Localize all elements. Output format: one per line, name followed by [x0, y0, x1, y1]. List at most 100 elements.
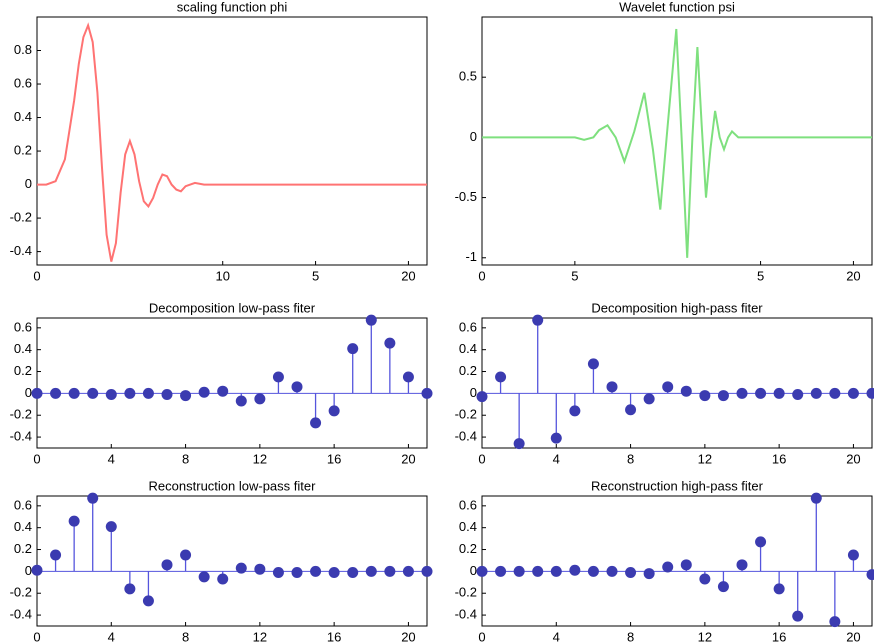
x-tick-label: 16: [327, 451, 341, 466]
y-tick-label: 0.6: [459, 319, 477, 334]
stem-marker: [347, 566, 359, 578]
y-tick-label: 0.4: [14, 341, 32, 356]
stem-marker: [662, 381, 674, 393]
stem-marker: [606, 381, 618, 393]
stem-marker: [476, 391, 488, 403]
stem-marker: [755, 387, 767, 399]
y-tick-label: 0: [25, 176, 32, 191]
stem-marker: [532, 314, 544, 326]
curve: [37, 22, 427, 262]
y-tick-label: 0.6: [459, 497, 477, 512]
chart-title: Reconstruction low-pass fiter: [149, 478, 317, 493]
x-tick-label: 5: [757, 268, 764, 283]
stem-marker: [717, 390, 729, 402]
x-tick-label: 8: [182, 629, 189, 643]
x-tick-label: 0: [478, 268, 485, 283]
x-tick-label: 16: [772, 451, 786, 466]
stem-marker: [272, 566, 284, 578]
stem-marker: [291, 566, 303, 578]
stem-marker: [50, 387, 62, 399]
chart-title: scaling function phi: [177, 0, 288, 14]
stem-marker: [495, 371, 507, 383]
x-tick-label: 4: [553, 629, 560, 643]
stem-marker: [773, 583, 785, 595]
stem-marker: [513, 438, 525, 450]
stem-marker: [142, 387, 154, 399]
stem-marker: [569, 564, 581, 576]
x-tick-label: 12: [253, 451, 267, 466]
y-tick-label: -0.4: [10, 243, 32, 258]
stem-marker: [792, 388, 804, 400]
y-tick-label: -0.4: [455, 429, 477, 444]
y-tick-label: 0.2: [459, 363, 477, 378]
x-tick-label: 20: [401, 629, 415, 643]
x-tick-label: 0: [33, 268, 40, 283]
x-tick-label: 16: [772, 629, 786, 643]
stem-marker: [180, 549, 192, 561]
x-tick-label: 12: [253, 629, 267, 643]
plot-area: [481, 495, 873, 627]
stem-marker: [235, 562, 247, 574]
stem-marker: [421, 565, 433, 577]
y-tick-label: 0.4: [459, 341, 477, 356]
x-tick-label: 8: [627, 451, 634, 466]
y-tick-label: 0: [25, 385, 32, 400]
y-tick-label: -0.2: [10, 585, 32, 600]
stem-marker: [699, 573, 711, 585]
stem-marker: [532, 565, 544, 577]
y-tick-label: 0.6: [14, 497, 32, 512]
stem-marker: [847, 549, 859, 561]
y-tick-label: -0.2: [455, 585, 477, 600]
y-tick-label: 0.4: [459, 519, 477, 534]
stem-marker: [513, 565, 525, 577]
y-tick-label: 0.2: [14, 142, 32, 157]
stem-marker: [87, 492, 99, 504]
stem-marker: [625, 566, 637, 578]
stem-marker: [810, 387, 822, 399]
y-tick-label: -0.2: [455, 407, 477, 422]
y-tick-label: 0.6: [14, 319, 32, 334]
x-tick-label: 20: [846, 268, 860, 283]
stem-marker: [792, 610, 804, 622]
y-tick-label: -0.4: [10, 429, 32, 444]
y-tick-label: 0: [25, 563, 32, 578]
stem-marker: [384, 565, 396, 577]
x-tick-label: 12: [698, 629, 712, 643]
stem-marker: [680, 385, 692, 397]
y-tick-label: 0: [470, 129, 477, 144]
stem-marker: [217, 385, 229, 397]
y-tick-label: 0.2: [14, 541, 32, 556]
stem-marker: [31, 564, 43, 576]
x-tick-label: 4: [553, 451, 560, 466]
chart-title: Wavelet function psi: [619, 0, 735, 14]
stem-marker: [272, 371, 284, 383]
x-tick-label: 16: [327, 629, 341, 643]
x-tick-label: 0: [478, 629, 485, 643]
stem-marker: [198, 386, 210, 398]
stem-marker: [847, 387, 859, 399]
y-tick-label: -1: [465, 249, 477, 264]
stem-marker: [587, 565, 599, 577]
x-tick-label: 8: [627, 629, 634, 643]
stem-marker: [680, 559, 692, 571]
stem-marker: [254, 563, 266, 575]
stem-marker: [643, 393, 655, 405]
stem-marker: [161, 559, 173, 571]
stem-marker: [625, 404, 637, 416]
x-tick-label: 20: [846, 629, 860, 643]
stem-marker: [550, 432, 562, 444]
stem-marker: [31, 387, 43, 399]
plot-area: [36, 317, 428, 449]
plot-area: [36, 495, 428, 627]
chart-title: Reconstruction high-pass fiter: [591, 478, 764, 493]
y-tick-label: -0.4: [10, 607, 32, 622]
stem-marker: [347, 343, 359, 355]
stem-marker: [662, 561, 674, 573]
stem-marker: [476, 565, 488, 577]
stem-marker: [68, 387, 80, 399]
stem-marker: [402, 371, 414, 383]
x-tick-label: 5: [571, 268, 578, 283]
y-tick-label: -0.2: [10, 210, 32, 225]
x-tick-label: 8: [182, 451, 189, 466]
stem-marker: [124, 387, 136, 399]
